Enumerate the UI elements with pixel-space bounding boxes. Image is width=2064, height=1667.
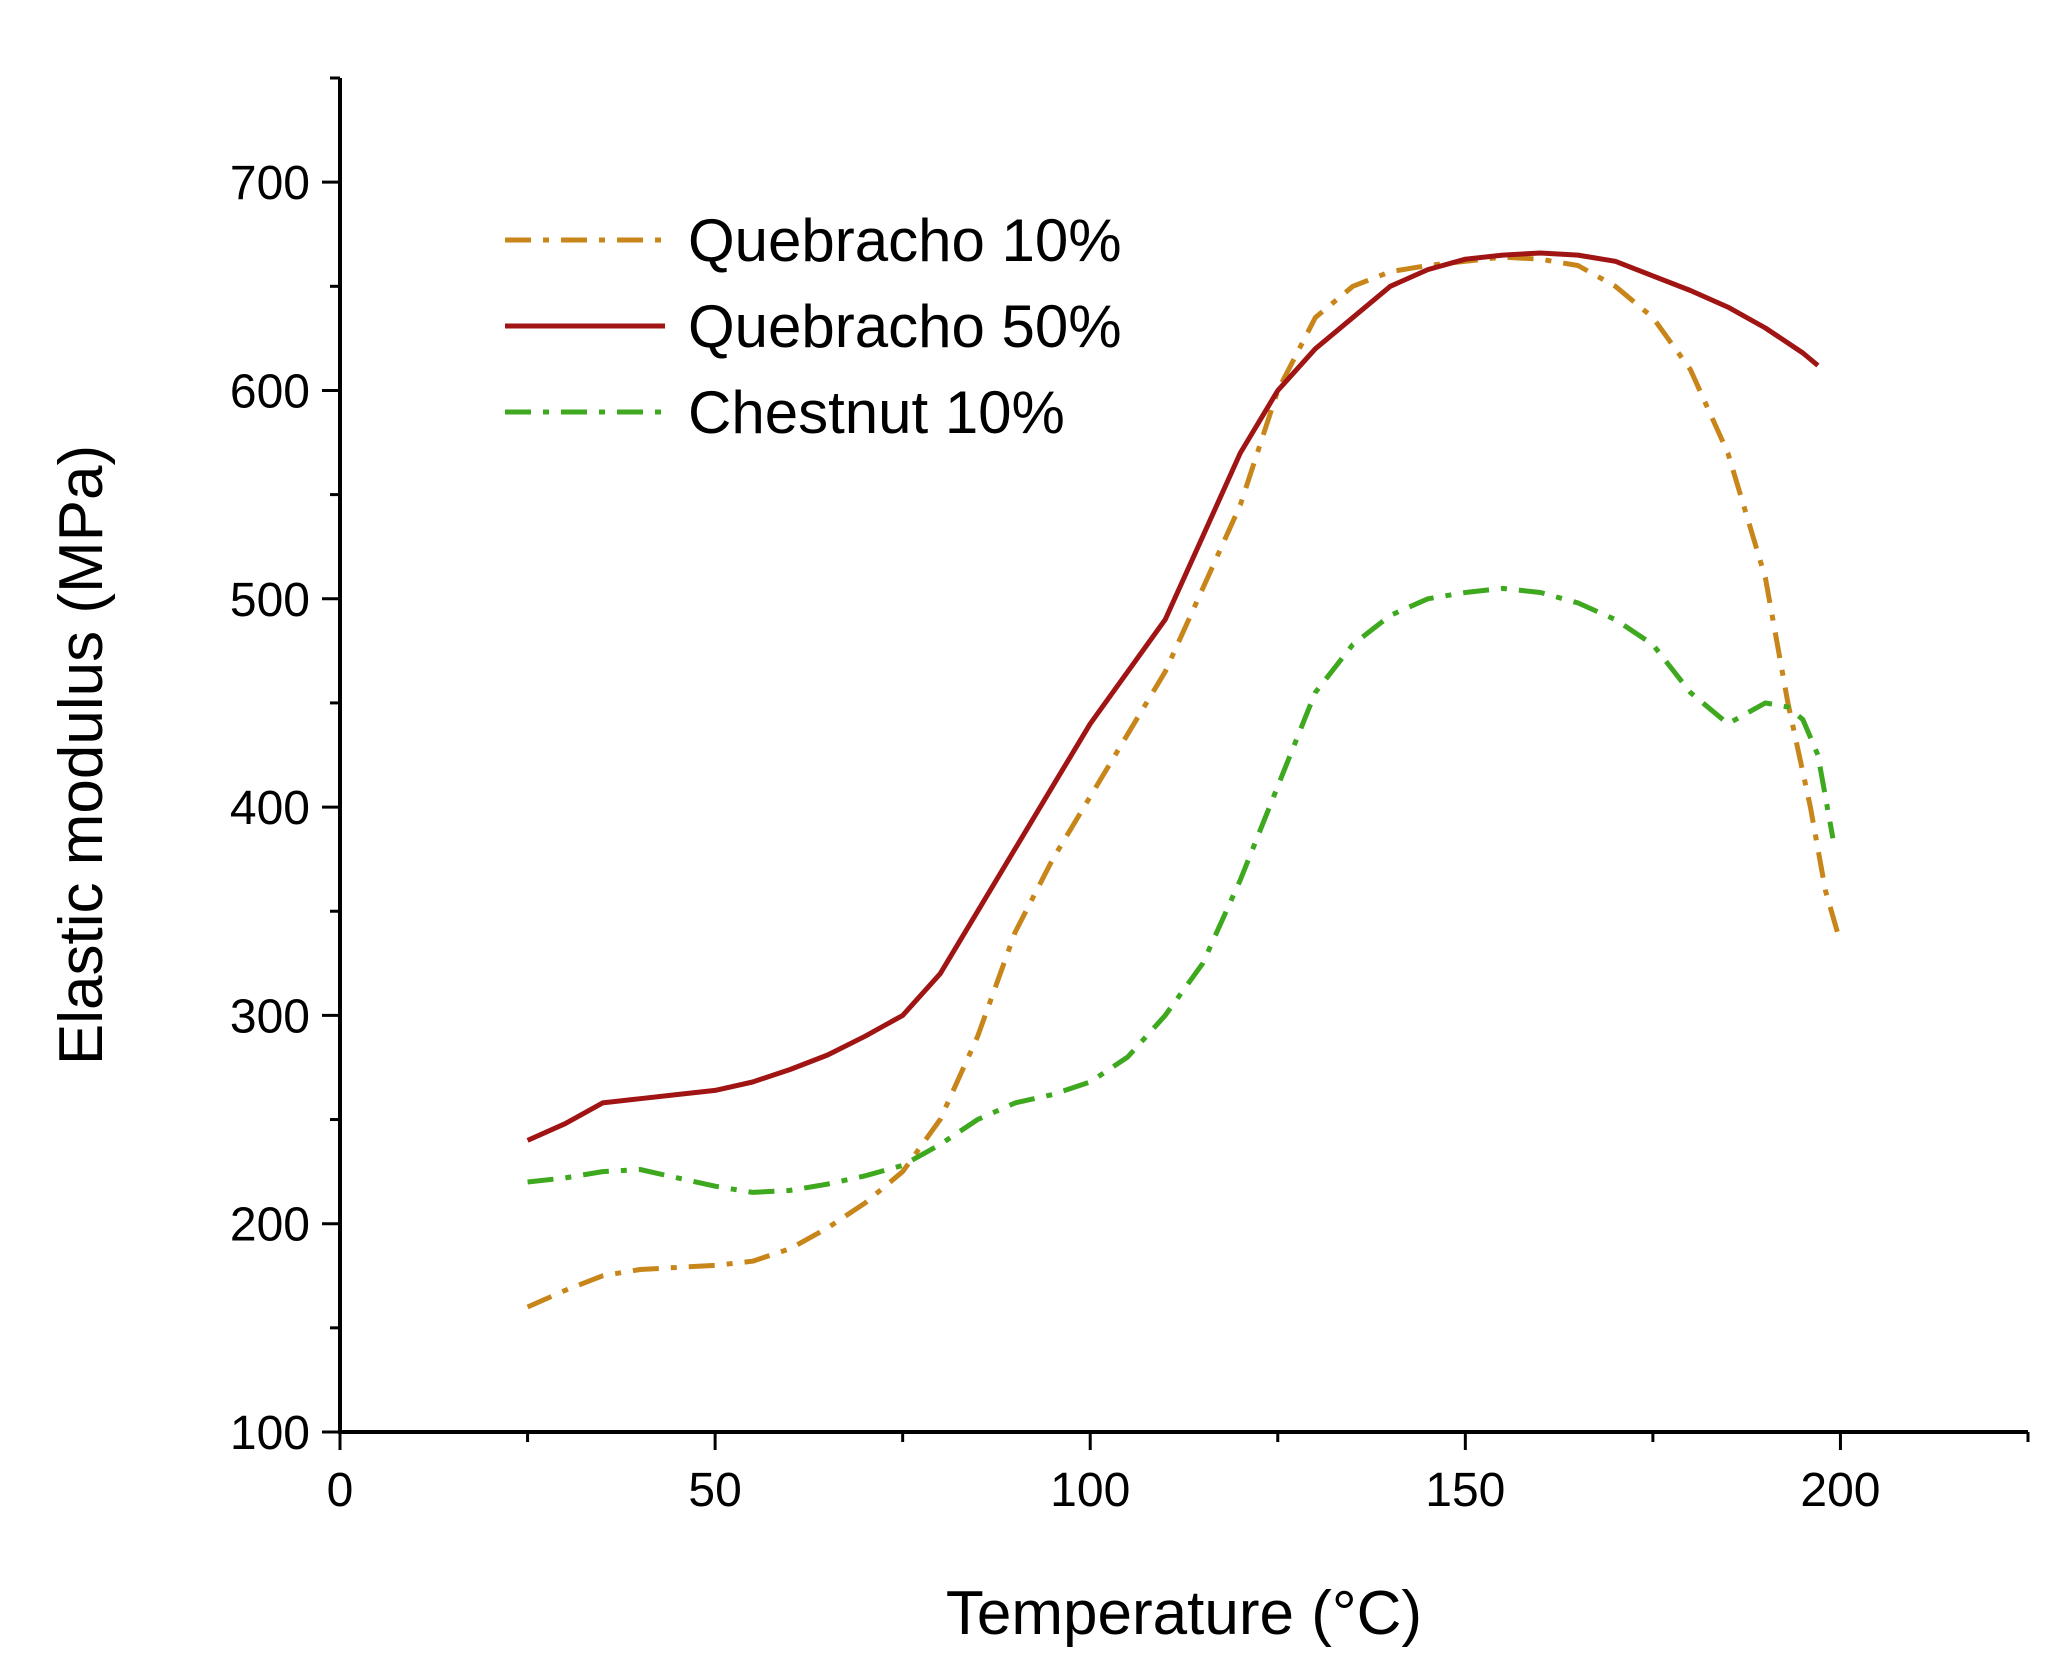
x-tick-label: 100 [1050, 1464, 1130, 1517]
x-tick-label: 0 [327, 1464, 354, 1517]
y-tick-label: 400 [230, 782, 310, 835]
x-tick-label: 50 [688, 1464, 741, 1517]
axes [338, 78, 2028, 1434]
y-tick-label: 300 [230, 990, 310, 1043]
series-line-0 [526, 254, 1843, 1310]
x-axis-title: Temperature (°C) [946, 1579, 1422, 1648]
y-tick-label: 700 [230, 157, 310, 210]
y-tick-label: 200 [230, 1199, 310, 1252]
legend-label-1: Quebracho 50% [688, 293, 1122, 360]
plot-lines [526, 250, 1843, 1310]
ticks: 0 50 100 150 200 100 200 300 400 500 600 700 [230, 76, 2030, 1517]
legend-label-0: Quebracho 10% [688, 207, 1122, 274]
y-tick-label: 100 [230, 1407, 310, 1460]
y-axis-title: Elastic modulus (MPa) [47, 445, 116, 1065]
y-tick-label: 600 [230, 365, 310, 418]
series-line-2 [527, 585, 1836, 1195]
legend-label-2: Chestnut 10% [688, 379, 1065, 446]
series-line-1 [526, 250, 1820, 1143]
x-tick-label: 150 [1425, 1464, 1505, 1517]
legend: Quebracho 10% Quebracho 50% Chestnut 10% [505, 207, 1122, 446]
x-tick-label: 200 [1800, 1464, 1880, 1517]
y-tick-label: 500 [230, 574, 310, 627]
